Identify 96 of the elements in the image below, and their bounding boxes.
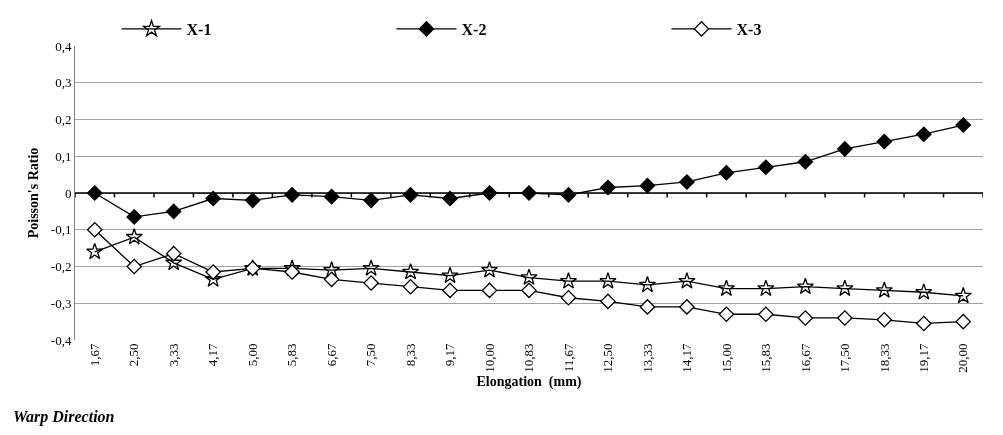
text: Warp Direction <box>13 408 115 426</box>
point <box>875 281 893 298</box>
point <box>837 310 853 326</box>
point <box>480 261 499 278</box>
point <box>481 282 498 299</box>
point <box>758 306 774 323</box>
point <box>559 272 578 289</box>
point <box>600 179 616 196</box>
x-tick-label: 1,67 <box>86 343 102 367</box>
point <box>718 164 735 181</box>
point <box>639 177 656 194</box>
point <box>165 245 182 262</box>
x-tick-label: 3,33 <box>165 343 181 367</box>
point <box>86 242 104 260</box>
point <box>599 272 617 289</box>
point <box>362 259 380 276</box>
point <box>679 299 695 315</box>
y-tick-label: -0,1 <box>50 222 72 238</box>
point <box>442 190 458 207</box>
point <box>757 279 775 296</box>
legend-label: X-1 <box>186 21 212 39</box>
point <box>718 306 735 323</box>
x-tick-label: 19,17 <box>916 343 932 373</box>
x-tick-label: 11,67 <box>560 343 576 373</box>
point <box>520 268 538 285</box>
y-tick-label: -0,3 <box>50 295 72 311</box>
x-tick-label: 9,17 <box>442 343 458 367</box>
point <box>915 283 933 300</box>
point <box>915 315 932 332</box>
point <box>876 311 893 328</box>
y-tick-label: -0,4 <box>50 332 72 348</box>
x-tick-label: 15,83 <box>758 343 774 373</box>
point <box>639 299 656 315</box>
point <box>955 313 972 330</box>
x-axis-title: Elongation (mm) <box>476 374 582 391</box>
point <box>758 159 774 176</box>
point <box>401 262 420 280</box>
y-tick-label: -0,2 <box>50 259 72 275</box>
legend-label: X-2 <box>461 21 487 39</box>
point <box>638 275 657 293</box>
x-tick-label: 18,33 <box>876 343 892 373</box>
point <box>126 209 143 225</box>
x-tick-label: 13,33 <box>639 343 655 373</box>
point <box>322 261 341 278</box>
point <box>560 289 577 306</box>
point <box>837 141 853 157</box>
x-tick-label: 17,50 <box>837 343 853 373</box>
point <box>323 271 340 288</box>
point <box>205 190 221 207</box>
point <box>86 221 103 238</box>
x-tick-label: 14,17 <box>679 343 695 373</box>
y-tick-label: 0,2 <box>55 112 72 128</box>
x-tick-label: 12,50 <box>600 343 616 373</box>
point <box>363 275 379 291</box>
x-tick-label: 5,00 <box>244 343 260 367</box>
point <box>442 282 458 299</box>
x-tick-label: 10,00 <box>481 343 497 373</box>
point <box>797 310 814 326</box>
x-tick-label: 16,67 <box>797 343 813 373</box>
legend-label: X-3 <box>736 21 762 39</box>
point <box>876 133 893 150</box>
point <box>126 258 143 275</box>
point <box>679 174 695 190</box>
point <box>836 279 854 296</box>
point <box>600 293 616 310</box>
point <box>125 228 143 245</box>
point <box>363 192 379 209</box>
point <box>797 153 814 170</box>
point <box>796 277 814 295</box>
x-tick-label: 2,50 <box>126 343 142 367</box>
point <box>323 188 340 205</box>
y-tick-label: 0,3 <box>55 75 72 91</box>
point <box>678 272 696 289</box>
y-tick-label: 0,1 <box>55 148 72 164</box>
x-tick-label: 8,33 <box>402 343 418 367</box>
point <box>402 278 419 295</box>
point <box>915 126 932 142</box>
x-tick-label: 5,83 <box>284 343 300 367</box>
point <box>955 117 972 133</box>
point <box>165 203 182 220</box>
x-tick-label: 10,83 <box>521 343 537 373</box>
point <box>521 282 537 299</box>
point <box>284 264 300 280</box>
y-axis-title: Poisson's Ratio <box>26 147 42 239</box>
x-tick-label: 15,00 <box>718 343 734 373</box>
x-tick-label: 7,50 <box>363 343 379 367</box>
x-tick-label: 4,17 <box>205 343 221 367</box>
y-tick-label: 0,4 <box>55 38 72 54</box>
point <box>441 266 459 284</box>
point <box>205 264 221 280</box>
x-tick-label: 6,67 <box>323 343 339 367</box>
point <box>244 192 261 209</box>
x-tick-label: 20,00 <box>955 343 971 373</box>
point <box>954 286 972 304</box>
y-tick-label: 0 <box>64 185 72 201</box>
point <box>717 279 736 296</box>
